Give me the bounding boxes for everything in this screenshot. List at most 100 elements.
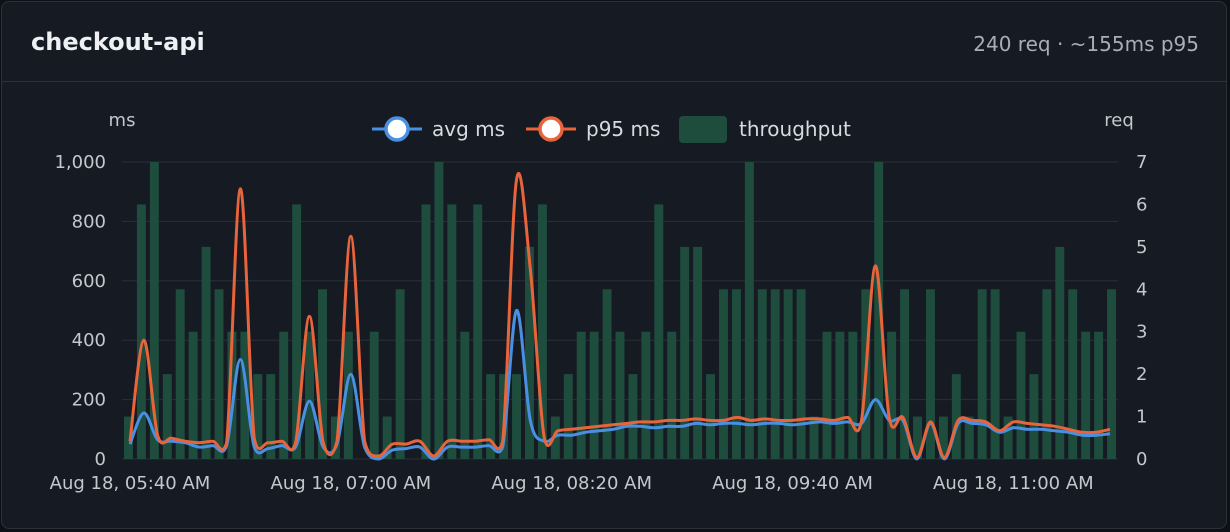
latency-lines <box>128 171 1111 461</box>
throughput-bar <box>641 331 651 459</box>
throughput-bar <box>434 162 444 459</box>
legend-marker <box>538 116 564 142</box>
throughput-bar <box>589 331 599 459</box>
x-tick-label: Aug 18, 05:40 AM <box>50 473 211 494</box>
p95-ms-line <box>128 171 1111 460</box>
x-tick-label: Aug 18, 09:40 AM <box>712 473 873 494</box>
summary-stats: 240 req · ~155ms p95 <box>973 32 1199 56</box>
left-tick-label: 400 <box>72 330 106 351</box>
throughput-bar <box>654 204 664 459</box>
right-tick-label: 3 <box>1136 322 1147 343</box>
throughput-bar <box>680 246 690 459</box>
throughput-bar <box>395 289 405 459</box>
throughput-bar <box>563 374 573 459</box>
throughput-bar <box>964 416 974 459</box>
legend: avg ms p95 ms throughput <box>372 116 851 143</box>
throughput-bar <box>990 289 1000 459</box>
throughput-bar <box>162 374 172 459</box>
right-tick-label: 0 <box>1136 449 1147 470</box>
legend-label: throughput <box>739 117 851 141</box>
axes: ms req 0 200 400 600 800 1,000 0 1 2 3 4 5 6 7 Aug 18, 0… <box>50 110 1148 494</box>
throughput-bar <box>279 331 289 459</box>
x-tick-label: Aug 18, 11:00 AM <box>933 473 1094 494</box>
throughput-bar <box>188 331 198 459</box>
throughput-bar <box>719 289 728 459</box>
throughput-bar <box>731 289 741 459</box>
throughput-bar <box>887 331 897 459</box>
throughput-bar <box>1042 289 1052 459</box>
throughput-bar <box>693 246 703 459</box>
throughput-bar <box>292 204 302 459</box>
right-tick-label: 1 <box>1136 407 1147 428</box>
throughput-bar <box>822 331 832 459</box>
throughput-bar <box>706 374 716 459</box>
throughput-bar <box>214 289 224 459</box>
throughput-bar <box>1068 289 1078 459</box>
left-tick-label: 200 <box>72 390 106 411</box>
throughput-bar <box>512 374 521 459</box>
throughput-bar <box>343 331 353 459</box>
throughput-bar <box>253 374 263 459</box>
throughput-bar <box>783 289 793 459</box>
throughput-bar <box>460 331 470 459</box>
throughput-bar <box>1016 331 1026 459</box>
right-axis-unit: req <box>1104 110 1134 131</box>
throughput-bar <box>576 331 586 459</box>
throughput-bar <box>1029 374 1039 459</box>
throughput-bar <box>757 289 767 459</box>
throughput-bar <box>925 289 935 459</box>
legend-bar-swatch <box>679 116 727 143</box>
left-tick-label: 1,000 <box>54 152 106 173</box>
throughput-bar <box>796 289 806 459</box>
legend-label: avg ms <box>432 117 505 141</box>
legend-marker <box>384 116 410 142</box>
throughput-bar <box>900 289 910 459</box>
throughput-bar <box>667 331 677 459</box>
throughput-bar <box>809 416 819 459</box>
throughput-bar <box>602 289 612 459</box>
legend-item: avg ms <box>372 116 505 142</box>
legend-item: throughput <box>679 116 851 143</box>
throughput-bar <box>240 331 250 459</box>
throughput-bar <box>874 162 884 459</box>
throughput-bar <box>382 416 392 459</box>
right-tick-label: 5 <box>1136 237 1147 258</box>
x-tick-label: Aug 18, 08:20 AM <box>491 473 652 494</box>
throughput-bar <box>369 331 379 459</box>
legend-item: p95 ms <box>526 116 660 142</box>
right-tick-label: 7 <box>1136 152 1147 173</box>
throughput-bar <box>227 331 237 459</box>
left-tick-label: 800 <box>72 211 106 232</box>
throughput-bar <box>266 374 276 459</box>
x-tick-label: Aug 18, 07:00 AM <box>271 473 432 494</box>
card-header: checkout-api 240 req · ~155ms p95 <box>2 2 1226 82</box>
service-title: checkout-api <box>31 28 205 56</box>
throughput-bar <box>1055 246 1065 459</box>
throughput-bar <box>318 289 327 459</box>
throughput-bar <box>913 416 922 459</box>
throughput-bar <box>486 374 496 459</box>
throughput-bar <box>1081 331 1091 459</box>
right-tick-label: 4 <box>1136 279 1147 300</box>
throughput-bar <box>330 416 340 459</box>
throughput-bar <box>473 204 483 459</box>
throughput-bar <box>1094 331 1104 459</box>
throughput-bar <box>977 289 987 459</box>
right-tick-label: 6 <box>1136 194 1147 215</box>
throughput-bar <box>524 246 534 459</box>
throughput-bar <box>537 204 547 459</box>
throughput-bar <box>421 204 431 459</box>
throughput-bar <box>136 204 146 459</box>
throughput-bar <box>744 162 754 459</box>
throughput-bar <box>938 416 948 459</box>
throughput-bar <box>201 246 211 459</box>
throughput-bar <box>770 289 780 459</box>
throughput-bar <box>951 374 961 459</box>
legend-label: p95 ms <box>586 117 660 141</box>
throughput-bar <box>615 331 625 459</box>
throughput-bar <box>175 289 185 459</box>
throughput-bars <box>124 162 1116 459</box>
right-tick-label: 2 <box>1136 364 1147 385</box>
throughput-bar <box>835 331 845 459</box>
